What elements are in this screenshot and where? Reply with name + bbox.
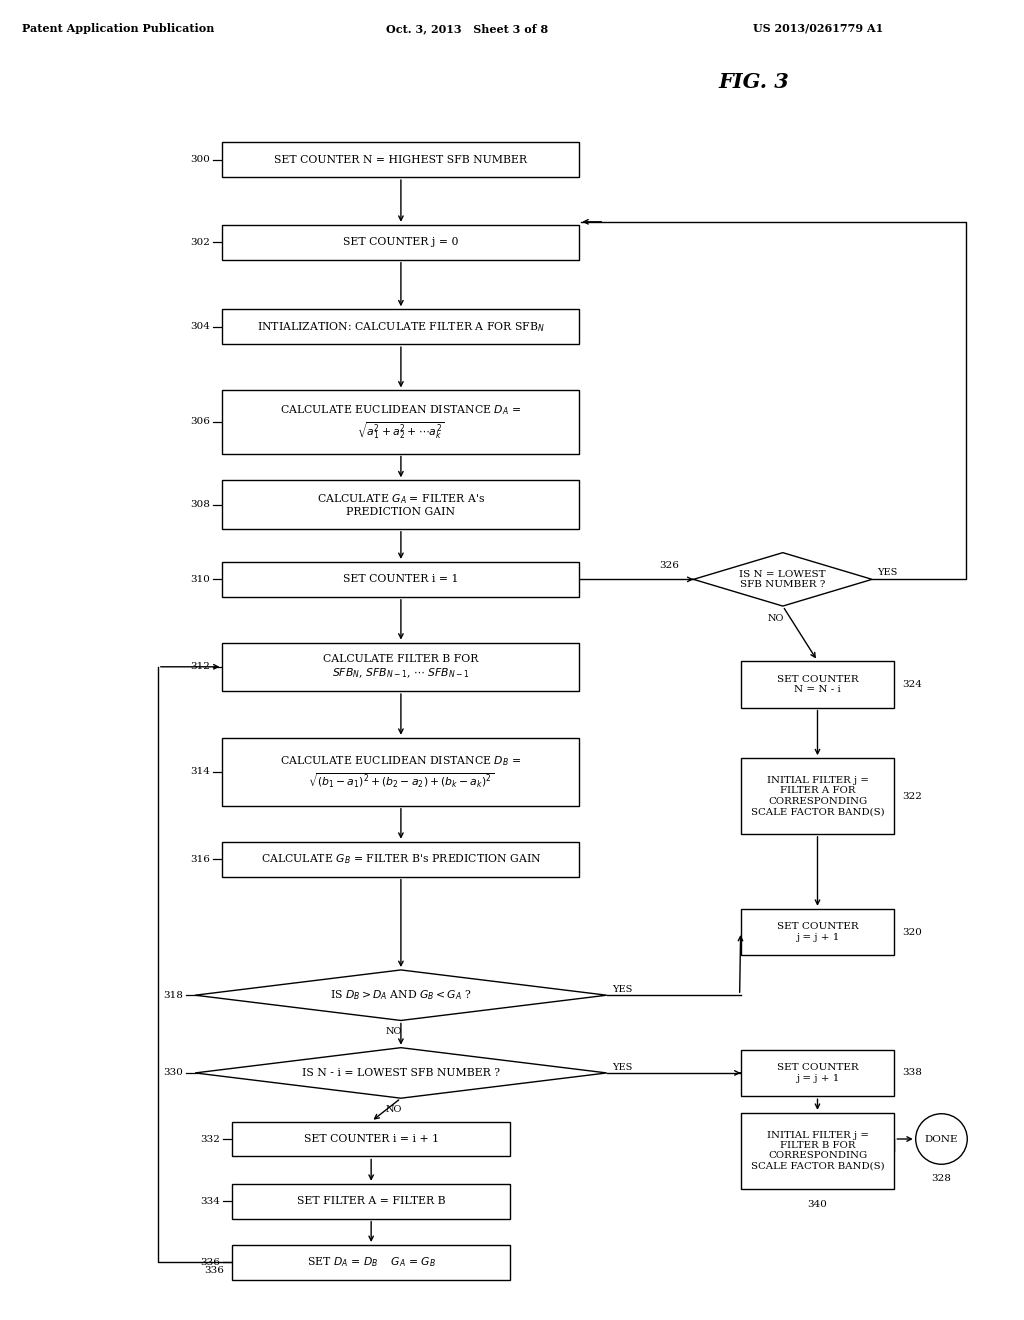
Text: CALCULATE EUCLIDEAN DISTANCE $D_A$ =
$\sqrt{a_1^2 + a_2^2 + \cdots a_k^2}$: CALCULATE EUCLIDEAN DISTANCE $D_A$ = $\s… [281, 404, 521, 441]
Text: SET COUNTER N = HIGHEST SFB NUMBER: SET COUNTER N = HIGHEST SFB NUMBER [274, 154, 527, 165]
Bar [740, 1049, 894, 1096]
Text: 316: 316 [190, 854, 211, 863]
Text: 314: 314 [190, 767, 211, 776]
Text: 328: 328 [932, 1173, 951, 1183]
Bar [222, 842, 580, 876]
Text: 330: 330 [163, 1068, 183, 1077]
Text: 306: 306 [190, 417, 211, 426]
Text: INITIAL FILTER j =
FILTER B FOR
CORRESPONDING
SCALE FACTOR BAND(S): INITIAL FILTER j = FILTER B FOR CORRESPO… [751, 1130, 885, 1171]
Text: YES: YES [877, 568, 897, 577]
Text: 302: 302 [190, 238, 211, 247]
Text: SET COUNTER
N = N - i: SET COUNTER N = N - i [776, 675, 858, 694]
Text: 334: 334 [201, 1197, 220, 1205]
Bar [222, 562, 580, 597]
Text: 318: 318 [163, 991, 183, 999]
Text: SET COUNTER i = 1: SET COUNTER i = 1 [343, 574, 459, 585]
Text: IS N = LOWEST
SFB NUMBER ?: IS N = LOWEST SFB NUMBER ? [739, 570, 826, 589]
Bar [222, 480, 580, 529]
Bar [740, 758, 894, 834]
Text: YES: YES [611, 985, 632, 994]
Text: 326: 326 [658, 561, 679, 570]
Text: IS N - i = LOWEST SFB NUMBER ?: IS N - i = LOWEST SFB NUMBER ? [302, 1068, 500, 1078]
Text: SET COUNTER
j = j + 1: SET COUNTER j = j + 1 [776, 923, 858, 941]
Polygon shape [196, 1048, 607, 1098]
Text: SET $D_A$ = $D_B$    $G_A$ = $G_B$: SET $D_A$ = $D_B$ $G_A$ = $G_B$ [307, 1255, 435, 1270]
Text: Oct. 3, 2013   Sheet 3 of 8: Oct. 3, 2013 Sheet 3 of 8 [386, 22, 548, 34]
Text: SET COUNTER
j = j + 1: SET COUNTER j = j + 1 [776, 1063, 858, 1082]
Text: 332: 332 [201, 1134, 220, 1143]
Bar [232, 1184, 510, 1218]
Text: 340: 340 [808, 1200, 827, 1209]
Bar [222, 224, 580, 260]
Bar [222, 143, 580, 177]
Text: 300: 300 [190, 156, 211, 164]
Text: CALCULATE $G_B$ = FILTER B's PREDICTION GAIN: CALCULATE $G_B$ = FILTER B's PREDICTION … [260, 853, 542, 866]
Bar [232, 1245, 510, 1280]
Text: SET COUNTER j = 0: SET COUNTER j = 0 [343, 238, 459, 247]
Text: NO: NO [386, 1105, 402, 1114]
Circle shape [915, 1114, 968, 1164]
Text: 338: 338 [902, 1068, 923, 1077]
Text: IS $D_B > D_A$ AND $G_B < G_A$ ?: IS $D_B > D_A$ AND $G_B < G_A$ ? [331, 989, 472, 1002]
Text: Patent Application Publication: Patent Application Publication [23, 22, 214, 34]
Text: SET COUNTER i = i + 1: SET COUNTER i = i + 1 [303, 1134, 438, 1144]
Text: CALCULATE EUCLIDEAN DISTANCE $D_B$ =
$\sqrt{(b_1 - a_1)^2 + (b_2 - a_2) + (b_k -: CALCULATE EUCLIDEAN DISTANCE $D_B$ = $\s… [281, 755, 521, 789]
Bar [222, 738, 580, 805]
Text: INITIAL FILTER j =
FILTER A FOR
CORRESPONDING
SCALE FACTOR BAND(S): INITIAL FILTER j = FILTER A FOR CORRESPO… [751, 776, 885, 816]
Bar [740, 661, 894, 708]
Polygon shape [196, 970, 607, 1020]
Text: SET FILTER A = FILTER B: SET FILTER A = FILTER B [297, 1196, 445, 1206]
Text: INTIALIZATION: CALCULATE FILTER A FOR SFB$_N$: INTIALIZATION: CALCULATE FILTER A FOR SF… [257, 319, 545, 334]
Text: 336: 336 [201, 1258, 220, 1267]
Text: 324: 324 [902, 680, 923, 689]
Text: 310: 310 [190, 574, 211, 583]
Text: NO: NO [386, 1027, 402, 1036]
Text: US 2013/0261779 A1: US 2013/0261779 A1 [753, 22, 884, 34]
Text: 304: 304 [190, 322, 211, 331]
Bar [222, 309, 580, 345]
Text: 336: 336 [205, 1266, 224, 1275]
Bar [740, 1113, 894, 1188]
Bar [222, 391, 580, 454]
Text: NO: NO [768, 614, 784, 623]
Bar [232, 1122, 510, 1156]
Polygon shape [693, 553, 872, 606]
Text: FIG. 3: FIG. 3 [718, 71, 790, 92]
Text: DONE: DONE [925, 1134, 958, 1143]
Text: CALCULATE $G_A$ = FILTER A's
PREDICTION GAIN: CALCULATE $G_A$ = FILTER A's PREDICTION … [316, 492, 485, 517]
Text: CALCULATE FILTER B FOR
$SFB_N$, $SFB_{N-1}$, $\cdots$ $SFB_{N-1}$: CALCULATE FILTER B FOR $SFB_N$, $SFB_{N-… [324, 653, 478, 680]
Text: 308: 308 [190, 500, 211, 510]
Text: 320: 320 [902, 928, 923, 937]
Text: 312: 312 [190, 663, 211, 672]
Bar [222, 643, 580, 692]
Bar [740, 908, 894, 956]
Text: 322: 322 [902, 792, 923, 800]
Text: YES: YES [611, 1063, 632, 1072]
